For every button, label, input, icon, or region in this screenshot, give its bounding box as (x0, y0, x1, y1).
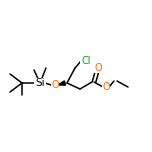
Text: O: O (51, 80, 59, 90)
Bar (102, 82, 110, 92)
Bar (94, 63, 102, 73)
Bar (51, 80, 59, 90)
Bar (34, 78, 46, 88)
Text: Cl: Cl (81, 56, 91, 66)
Text: Si: Si (35, 78, 45, 88)
Text: O: O (102, 82, 110, 92)
Text: O: O (94, 63, 102, 73)
Bar (80, 56, 92, 66)
Polygon shape (58, 81, 66, 85)
